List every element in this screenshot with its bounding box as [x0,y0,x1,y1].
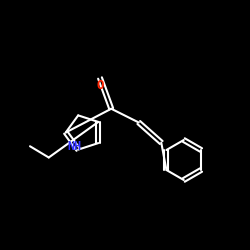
Text: NH: NH [68,140,82,153]
Text: O: O [96,78,104,92]
